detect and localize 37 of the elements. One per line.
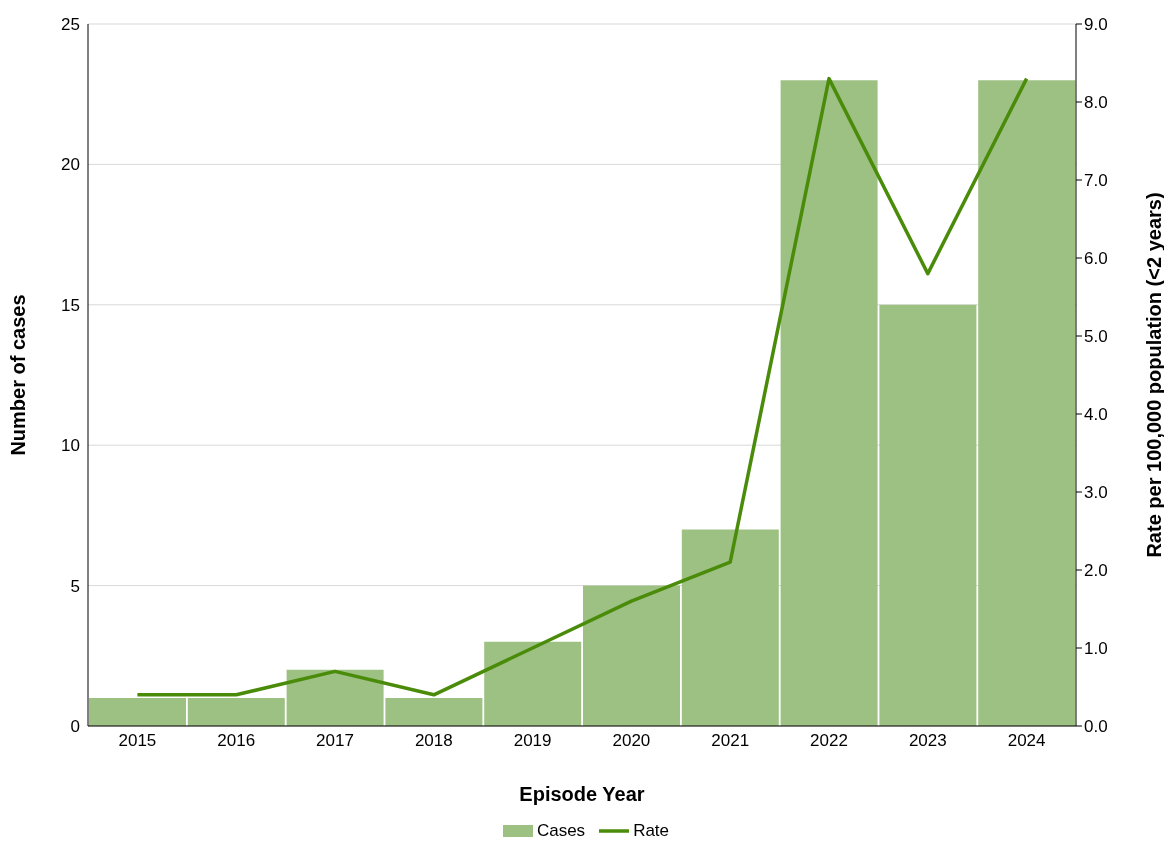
y2-tick-label: 0.0 — [1084, 717, 1108, 736]
x-tick-label: 2019 — [513, 731, 552, 751]
x-tick-label: 2022 — [810, 731, 848, 751]
x-tick-label: 2024 — [1007, 731, 1046, 751]
y2-tick-label: 2.0 — [1084, 561, 1108, 580]
bar — [89, 697, 186, 726]
bar — [484, 641, 582, 726]
x-tick-label: 2018 — [414, 731, 453, 751]
y-tick-label: 20 — [61, 155, 80, 175]
bar — [978, 80, 1076, 726]
y-tick-label: 10 — [61, 436, 80, 456]
y-tick-label: 15 — [61, 295, 80, 315]
legend-label: Rate — [632, 821, 670, 841]
x-tick-label: 2021 — [711, 731, 750, 751]
y2-tick-label: 6.0 — [1084, 249, 1108, 268]
y-tick-label: 5 — [70, 576, 80, 596]
y2-tick-label: 8.0 — [1084, 93, 1108, 112]
y-tick-label: 0 — [70, 717, 80, 736]
y2-tick-label: 5.0 — [1084, 327, 1108, 346]
y2-tick-label: 3.0 — [1084, 483, 1108, 502]
y-axis-title: Number of cases — [7, 294, 30, 456]
x-tick-label: 2016 — [217, 731, 256, 751]
line-series — [135, 76, 1029, 697]
y-tick-label: 25 — [61, 15, 80, 34]
y2-tick-label: 9.0 — [1084, 15, 1108, 34]
bar — [187, 697, 285, 726]
y2-tick-label: 4.0 — [1084, 405, 1108, 424]
y2-tick-label: 7.0 — [1084, 171, 1108, 190]
y2-tick-label: 1.0 — [1084, 639, 1108, 658]
x-tick-label: 2020 — [612, 731, 651, 751]
legend-label: Cases — [535, 821, 586, 841]
x-tick-label: 2015 — [118, 731, 157, 751]
x-tick-label: 2017 — [316, 731, 354, 751]
x-axis-title: Episode Year — [519, 783, 645, 805]
x-tick-label: 2023 — [908, 731, 947, 751]
bar — [583, 585, 680, 726]
bar — [681, 529, 779, 726]
